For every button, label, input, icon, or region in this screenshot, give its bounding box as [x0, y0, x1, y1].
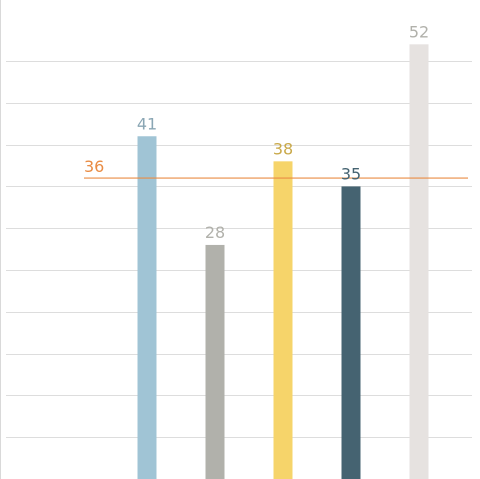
bar-1: [205, 244, 225, 479]
data-label-0: 41: [137, 114, 157, 133]
bars: [137, 44, 429, 479]
data-label-2: 38: [273, 139, 293, 158]
bar-4: [409, 44, 429, 479]
gridlines: [6, 61, 472, 438]
data-label-4: 52: [409, 22, 429, 41]
data-label-3: 35: [341, 164, 361, 183]
data-labels: 41 28 38 35 52: [137, 22, 429, 242]
bar-0: [137, 136, 157, 479]
data-label-1: 28: [205, 223, 225, 242]
reference-line-group: 36: [84, 157, 468, 179]
reference-line-label: 36: [84, 157, 104, 176]
bar-2: [273, 161, 293, 479]
bar-3: [341, 186, 361, 479]
